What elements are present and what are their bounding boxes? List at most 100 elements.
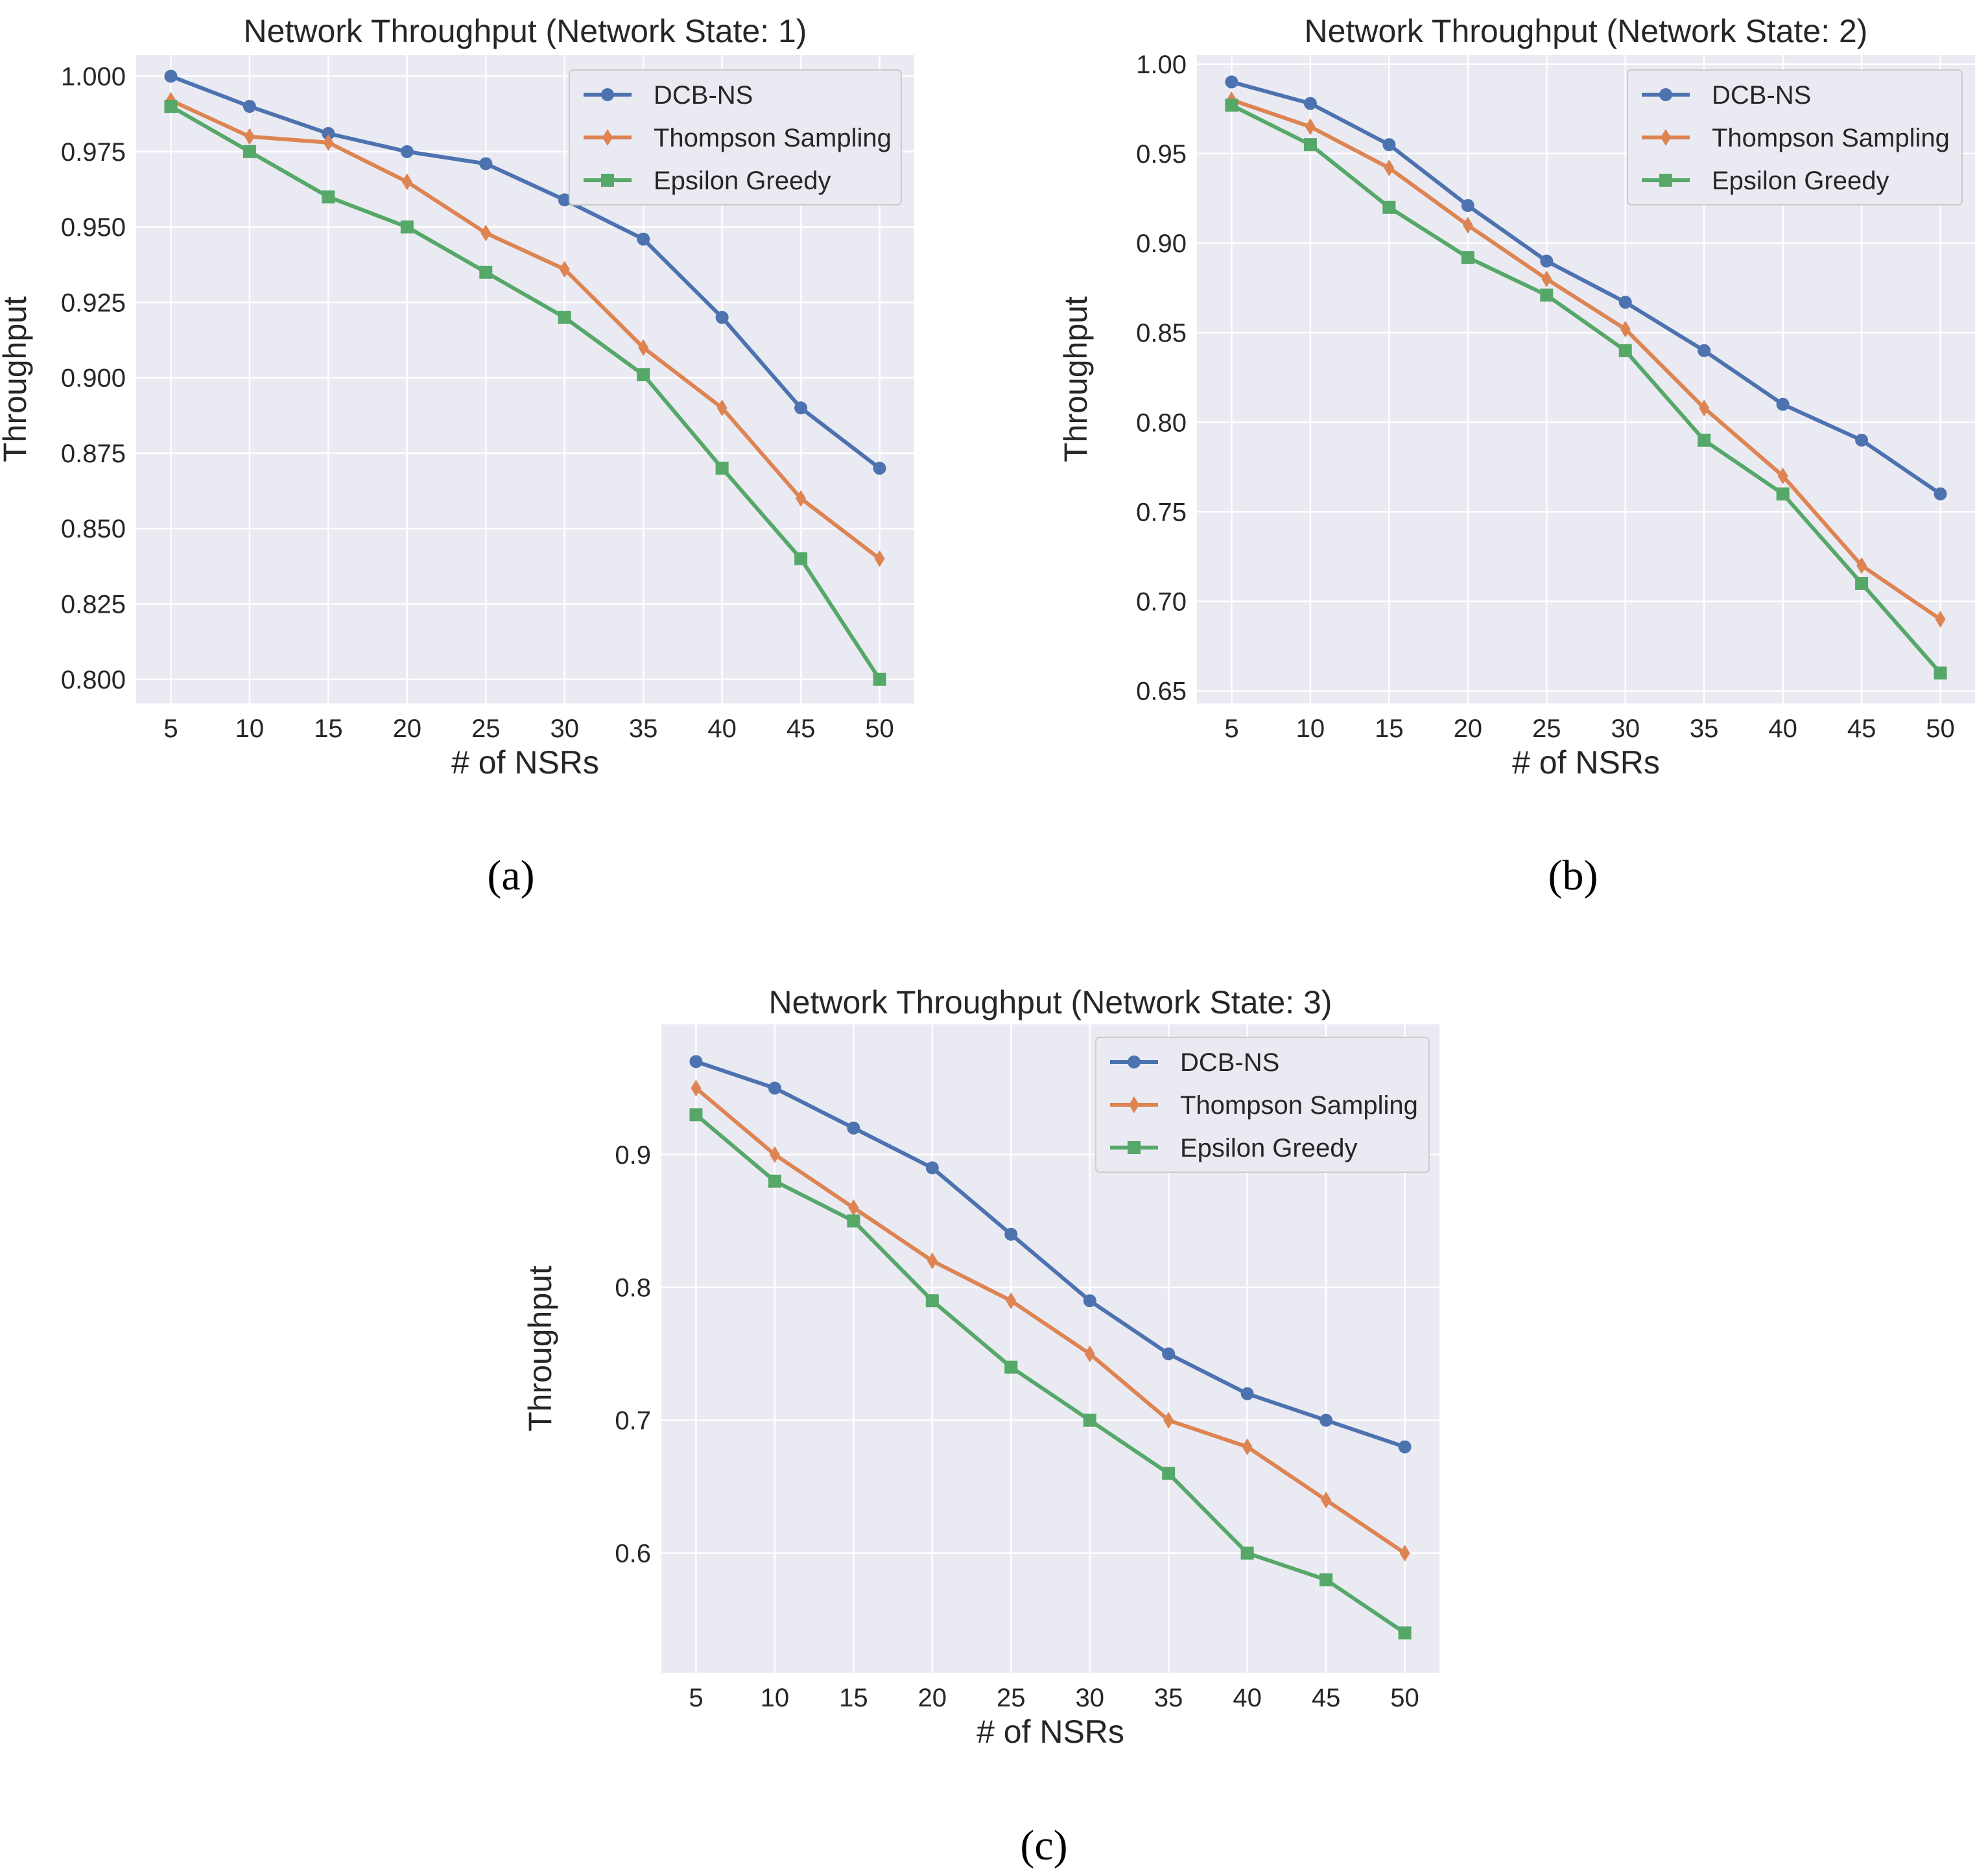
x-tick-label: 25 — [471, 714, 501, 743]
y-tick-label: 0.900 — [61, 364, 126, 393]
series-line — [169, 74, 882, 471]
x-tick-label: 35 — [629, 714, 658, 743]
data-point — [322, 190, 335, 204]
series-line — [169, 98, 882, 561]
data-point — [1083, 1294, 1096, 1308]
data-point — [243, 145, 256, 158]
y-axis-label: Throughput — [1058, 296, 1094, 462]
data-point — [1163, 1411, 1174, 1429]
data-point — [558, 193, 571, 207]
x-tick-label: 5 — [163, 714, 178, 743]
y-tick-label: 0.65 — [1136, 678, 1187, 706]
x-tick-label: 35 — [1690, 714, 1719, 743]
data-point — [716, 399, 728, 417]
x-tick-label: 25 — [1532, 714, 1561, 743]
series-epsilon-greedy — [689, 1108, 1412, 1640]
data-point — [1699, 399, 1710, 417]
data-point — [164, 100, 178, 113]
data-point — [1004, 1360, 1018, 1374]
data-point — [1006, 1292, 1017, 1310]
series-line — [1229, 80, 1943, 496]
data-point — [1225, 99, 1238, 112]
data-point — [768, 1081, 781, 1095]
legend-label: Thompson Sampling — [1180, 1091, 1418, 1120]
data-point — [1461, 199, 1474, 213]
y-tick-label: 0.9 — [615, 1141, 651, 1170]
y-tick-label: 0.75 — [1136, 498, 1187, 526]
x-axis-label: # of NSRs — [1512, 744, 1660, 781]
y-tick-label: 0.950 — [61, 213, 126, 242]
legend: DCB-NS Thompson Sampling Epsilon Greedy — [1095, 1037, 1430, 1173]
data-point — [1384, 159, 1395, 177]
x-tick-label: 40 — [707, 714, 737, 743]
caption-b: (b) — [1548, 852, 1598, 899]
x-tick-label: 5 — [689, 1684, 703, 1712]
series-epsilon-greedy — [1225, 99, 1947, 680]
data-point — [1462, 217, 1473, 234]
data-point — [1225, 75, 1238, 89]
x-tick-label: 20 — [1454, 714, 1483, 743]
data-point — [323, 134, 334, 151]
x-tick-label: 35 — [1154, 1684, 1183, 1712]
data-point — [1620, 320, 1631, 338]
data-point — [925, 1294, 939, 1308]
data-point — [1776, 487, 1790, 501]
series-dcb-ns — [164, 69, 886, 475]
data-point — [1777, 467, 1788, 485]
chart-panel-c: 5 10 15 20 25 30 35 40 45 50 0.6 0.7 0.8 0.9 Network T… — [522, 984, 1439, 1750]
data-point — [1934, 487, 1947, 501]
data-point — [1541, 270, 1552, 288]
legend-marker — [601, 174, 614, 187]
series-epsilon-greedy — [164, 100, 886, 686]
y-tick-label: 0.800 — [61, 666, 126, 694]
legend-label: Epsilon Greedy — [654, 167, 831, 195]
series-line — [1229, 103, 1943, 676]
x-tick-label: 50 — [1390, 1684, 1419, 1712]
legend-marker — [1659, 174, 1672, 187]
x-axis-label: # of NSRs — [976, 1714, 1124, 1750]
chart-panel-a: 5 10 15 20 25 30 35 40 45 50 0.800 0.825 0.850 0.875 0… — [0, 13, 914, 781]
legend-box — [1627, 69, 1963, 206]
legend-marker — [602, 129, 613, 146]
x-tick-label: 15 — [839, 1684, 868, 1712]
data-point — [1240, 1387, 1254, 1400]
data-point — [479, 157, 493, 171]
data-point — [1242, 1438, 1253, 1456]
y-tick-label: 0.975 — [61, 138, 126, 167]
data-point — [401, 173, 412, 191]
data-point — [768, 1174, 781, 1188]
data-point — [559, 261, 570, 278]
data-point — [1162, 1347, 1176, 1361]
data-point — [689, 1108, 703, 1122]
legend-marker — [1659, 88, 1672, 101]
data-point — [1004, 1227, 1018, 1241]
series-dcb-ns — [689, 1055, 1412, 1454]
data-point — [1303, 138, 1317, 152]
x-tick-label: 10 — [1296, 714, 1325, 743]
legend-box — [569, 69, 902, 206]
x-tick-label: 30 — [1611, 714, 1640, 743]
data-point — [925, 1161, 939, 1175]
x-axis-label: # of NSRs — [451, 744, 599, 781]
legend-marker — [601, 88, 614, 101]
data-point — [164, 69, 178, 83]
y-axis-label: Throughput — [522, 1266, 558, 1432]
legend-label: Thompson Sampling — [654, 124, 892, 152]
x-tick-label: 40 — [1233, 1684, 1262, 1712]
data-point — [927, 1252, 938, 1269]
x-tick-label: 30 — [550, 714, 579, 743]
data-point — [1319, 1573, 1333, 1586]
y-tick-label: 0.70 — [1136, 588, 1187, 617]
caption-c: (c) — [1020, 1822, 1067, 1869]
data-point — [874, 550, 885, 567]
data-point — [637, 368, 650, 382]
data-point — [638, 339, 649, 357]
data-point — [1321, 1491, 1332, 1509]
data-point — [1776, 397, 1790, 411]
legend-label: Thompson Sampling — [1712, 124, 1950, 152]
legend-marker — [1128, 1141, 1141, 1154]
data-point — [400, 220, 414, 234]
x-tick-label: 20 — [918, 1684, 947, 1712]
data-point — [1935, 611, 1946, 628]
data-point — [637, 232, 650, 246]
